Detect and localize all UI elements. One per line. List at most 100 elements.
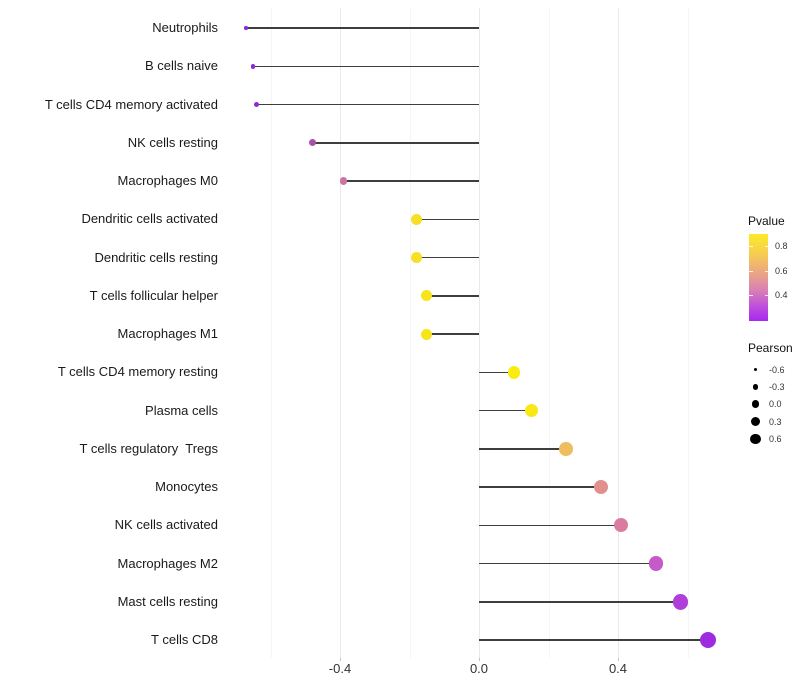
lollipop-line: [479, 524, 622, 526]
lollipop-line: [312, 142, 479, 144]
category-label: Plasma cells: [145, 402, 218, 418]
pvalue-bar-notch: [749, 270, 753, 273]
pearson-dot-cell: [747, 384, 764, 390]
data-point: [244, 26, 248, 30]
lollipop-line: [479, 448, 566, 450]
lollipop-line: [479, 562, 657, 565]
category-label: NK cells resting: [127, 134, 218, 150]
lollipop-line: [256, 103, 479, 106]
major-gridline: [618, 8, 619, 658]
data-point: [507, 366, 520, 379]
category-label: T cells follicular helper: [89, 287, 218, 303]
data-point: [700, 632, 717, 648]
pearson-size-entries: -0.6 -0.3 0.0 0.3 0.6: [747, 361, 799, 447]
lollipop-line: [479, 601, 681, 603]
pearson-dot-cell: [747, 367, 764, 372]
pearson-tick-label: 0.0: [769, 399, 782, 410]
x-tick-mark: [479, 658, 480, 661]
lollipop-line: [343, 180, 479, 182]
data-point: [421, 328, 433, 340]
x-tick-mark: [340, 658, 341, 661]
minor-gridline: [687, 8, 689, 658]
pearson-legend-entry: 0.3: [747, 413, 799, 430]
x-tick-label: 0.0: [469, 661, 489, 676]
plot-panel: [240, 8, 717, 658]
data-point: [410, 252, 422, 263]
category-label: Macrophages M0: [117, 173, 218, 188]
lollipop-line: [253, 65, 479, 67]
pvalue-bar-notch: [749, 246, 753, 248]
x-tick-label: 0.4: [608, 661, 628, 676]
x-tick-mark: [618, 658, 619, 661]
pvalue-tick-label: 0.4: [775, 289, 788, 300]
category-label: Monocytes: [155, 479, 218, 494]
pvalue-bar-notch: [764, 270, 768, 273]
pvalue-bar-notch: [764, 246, 768, 248]
pvalue-tick-label: 0.6: [775, 265, 788, 276]
pearson-tick-label: 0.3: [769, 416, 782, 427]
minor-gridline: [548, 8, 550, 658]
data-point: [254, 102, 260, 107]
category-label: Neutrophils: [152, 20, 218, 35]
category-label: Dendritic cells activated: [81, 211, 218, 227]
pearson-tick-label: 0.6: [769, 433, 782, 444]
data-point: [524, 404, 538, 417]
lollipop-line: [246, 27, 479, 29]
category-label: Macrophages M1: [117, 326, 218, 341]
category-label: Dendritic cells resting: [94, 249, 218, 265]
major-gridline: [340, 8, 341, 658]
category-label: T cells CD4 memory activated: [44, 96, 218, 112]
pvalue-legend-title: Pvalue: [748, 214, 785, 228]
data-point: [648, 556, 664, 571]
data-point: [672, 594, 689, 610]
pearson-dot-cell: [747, 417, 764, 427]
pearson-dot-cell: [747, 400, 764, 408]
pearson-legend: Pearson -0.6 -0.3 0.0 0.3 0.6: [747, 341, 799, 447]
data-point: [559, 442, 573, 456]
pvalue-gradient-bar: 0.8 0.6 0.4: [749, 234, 788, 321]
lollipop-line: [416, 256, 479, 259]
category-label: T cells regulatory Tregs: [79, 440, 218, 456]
pearson-size-dot: [752, 384, 759, 390]
data-point: [593, 480, 608, 494]
lollipop-line: [479, 486, 601, 488]
category-label: B cells naive: [145, 58, 218, 74]
lollipop-line: [479, 639, 709, 641]
category-label: Mast cells resting: [117, 593, 218, 609]
data-point: [250, 64, 256, 69]
category-label: NK cells activated: [114, 517, 218, 533]
pvalue-tick-label: 0.8: [775, 241, 788, 252]
category-label: T cells CD4 memory resting: [57, 364, 218, 380]
data-point: [308, 139, 316, 147]
pearson-size-dot: [751, 400, 760, 408]
category-label: T cells CD8: [151, 632, 218, 647]
pearson-legend-title: Pearson: [748, 341, 793, 355]
pearson-size-dot: [751, 417, 760, 427]
major-gridline: [479, 8, 480, 658]
pearson-tick-label: -0.6: [769, 364, 785, 375]
pearson-legend-entry: -0.3: [747, 378, 799, 395]
lollipop-line: [426, 295, 479, 297]
minor-gridline: [270, 8, 272, 658]
pvalue-bar-notch: [749, 294, 753, 297]
pearson-legend-entry: 0.6: [747, 430, 799, 447]
lollipop-line: [479, 409, 532, 412]
data-point: [421, 290, 433, 302]
pearson-legend-entry: -0.6: [747, 361, 799, 378]
minor-gridline: [409, 8, 411, 658]
lollipop-line: [479, 371, 514, 373]
pearson-dot-cell: [747, 433, 764, 445]
lollipop-line: [426, 333, 479, 335]
data-point: [410, 213, 422, 225]
data-point: [614, 518, 629, 533]
pearson-tick-label: -0.3: [769, 381, 785, 392]
pearson-legend-entry: 0.0: [747, 396, 799, 413]
pearson-size-dot: [750, 433, 761, 445]
pearson-size-dot: [753, 367, 758, 372]
data-point: [339, 177, 348, 185]
pvalue-legend: Pvalue 0.8 0.6 0.4: [747, 214, 799, 321]
pvalue-bar-notch: [764, 294, 768, 297]
x-tick-label: -0.4: [328, 661, 352, 676]
lollipop-line: [416, 218, 479, 220]
